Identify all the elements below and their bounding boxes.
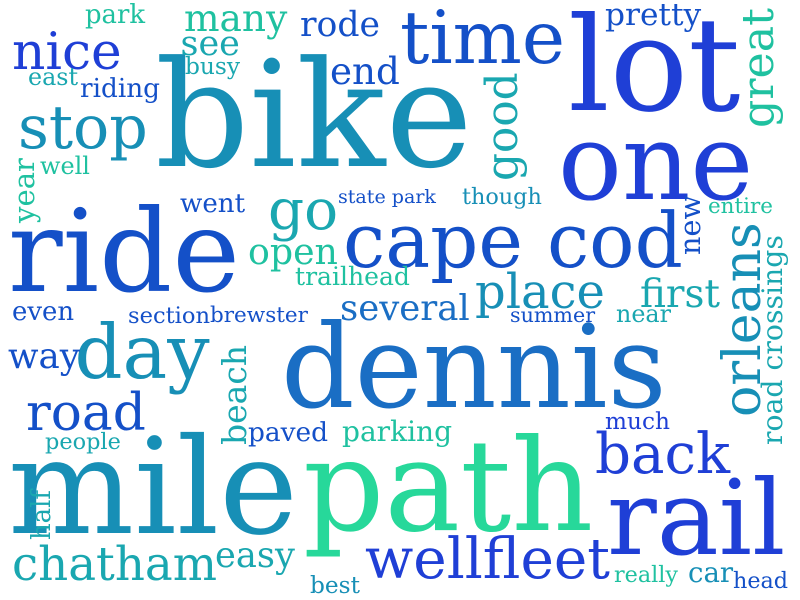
word-best: best	[310, 571, 360, 599]
word-bike: bike	[155, 28, 473, 201]
word-road: road	[26, 383, 146, 443]
word-section: section	[128, 302, 211, 329]
word-brewster: brewster	[210, 303, 308, 328]
word-parking: parking	[342, 415, 453, 448]
word-go: go	[268, 178, 339, 243]
word-wellfleet: wellfleet	[365, 527, 610, 592]
word-good: good	[476, 71, 528, 181]
word-year: year	[7, 158, 41, 223]
word-first: first	[640, 271, 720, 317]
word-head: head	[733, 568, 789, 594]
word-back: back	[595, 421, 731, 487]
word-summer: summer	[510, 302, 596, 327]
word-open: open	[248, 230, 338, 273]
word-trailhead: trailhead	[295, 261, 410, 291]
word-rail: rail	[607, 457, 786, 579]
word-state-park: state park	[338, 185, 436, 208]
word-beach: beach	[214, 344, 254, 445]
word-chatham: chatham	[12, 537, 217, 592]
word-rode: rode	[300, 4, 381, 45]
word-people: people	[45, 429, 121, 455]
word-nice: nice	[12, 22, 122, 82]
word-east: east	[28, 63, 79, 91]
word-place: place	[475, 264, 605, 320]
word-way: way	[8, 336, 80, 377]
word-much: much	[605, 407, 670, 435]
word-road-crossings: road crossings	[756, 235, 789, 445]
word-great: great	[733, 8, 784, 128]
word-really: really	[614, 562, 678, 588]
word-busy: busy	[185, 52, 241, 80]
word-entire: entire	[708, 193, 773, 219]
word-several: several	[340, 288, 470, 329]
word-mile: mile	[8, 410, 298, 565]
word-time: time	[400, 0, 566, 81]
word-easy: easy	[215, 534, 295, 576]
word-dennis: dennis	[281, 300, 667, 435]
word-lot: lot	[568, 0, 741, 141]
word-cape-cod: cape cod	[343, 196, 683, 285]
word-park: park	[85, 0, 146, 30]
word-even: even	[12, 297, 75, 327]
word-well: well	[40, 152, 90, 180]
word-pretty: pretty	[605, 0, 702, 33]
word-see: see	[180, 23, 240, 64]
word-day: day	[74, 307, 210, 396]
word-near: near	[616, 300, 671, 328]
word-one: one	[558, 100, 754, 225]
word-ride: ride	[8, 185, 240, 318]
word-end: end	[330, 48, 400, 93]
word-riding: riding	[80, 73, 160, 104]
word-new: new	[673, 194, 707, 255]
word-stop: stop	[18, 93, 148, 163]
word-many: many	[184, 0, 288, 40]
word-though: though	[462, 184, 542, 210]
word-paved: paved	[248, 416, 329, 448]
word-half: half	[27, 490, 57, 540]
word-path: path	[303, 411, 594, 560]
word-car: car	[688, 556, 734, 589]
word-went: went	[180, 189, 246, 219]
